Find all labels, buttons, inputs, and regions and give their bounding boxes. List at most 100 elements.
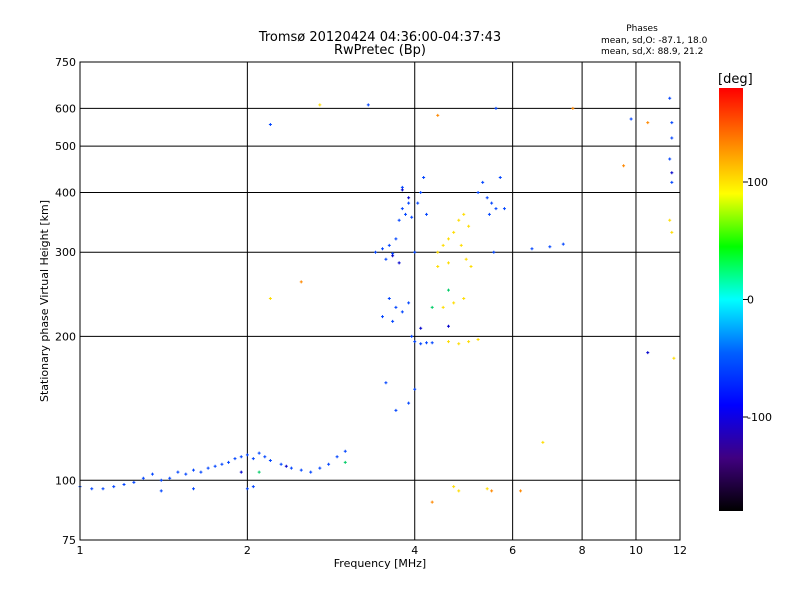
data-point (413, 340, 417, 344)
data-point (548, 245, 552, 249)
data-point (413, 387, 417, 391)
chart-subtitle: RwPretec (Bp) (334, 43, 426, 58)
data-point (122, 482, 126, 486)
data-point (646, 121, 650, 125)
data-point (394, 237, 398, 241)
data-point (436, 265, 440, 269)
data-point (289, 466, 293, 470)
data-point (668, 157, 672, 161)
data-point (469, 265, 473, 269)
data-point (492, 250, 496, 254)
colorbar-tick-label: -100 (747, 411, 772, 424)
data-point (380, 315, 384, 319)
y-tick-label: 100 (55, 474, 76, 487)
data-point (419, 190, 423, 194)
phases-box-line2: mean, sd,X: 88.9, 21.2 (601, 47, 703, 57)
data-point (391, 254, 395, 258)
data-point (430, 500, 434, 504)
data-point (413, 250, 417, 254)
x-tick-label: 6 (509, 544, 516, 557)
x-tick-label: 1 (77, 544, 84, 557)
y-tick-label: 750 (55, 56, 76, 69)
data-point (419, 326, 423, 330)
data-point (213, 464, 217, 468)
y-tick-label: 75 (62, 534, 76, 547)
data-point (410, 215, 414, 219)
data-point (457, 342, 461, 346)
data-point (498, 175, 502, 179)
data-point (299, 468, 303, 472)
y-tick-labels: 75 100 200 300 400 500 600 750 (55, 56, 76, 547)
x-tick-label: 10 (629, 544, 643, 557)
data-point (672, 356, 676, 360)
data-point (407, 401, 411, 405)
data-point (245, 453, 249, 457)
y-tick-label: 300 (55, 246, 76, 259)
data-point (467, 224, 471, 228)
data-point (239, 470, 243, 474)
data-point (494, 207, 498, 211)
data-point (441, 305, 445, 309)
data-point (419, 342, 423, 346)
phases-box-line1: mean, sd,O: -87.1, 18.0 (601, 36, 708, 46)
data-point (387, 297, 391, 301)
data-point (400, 310, 404, 314)
points-layer (78, 96, 676, 504)
data-point (459, 243, 463, 247)
data-point (490, 201, 494, 205)
data-point (462, 212, 466, 216)
data-point (407, 301, 411, 305)
data-point (670, 136, 674, 140)
data-point (327, 462, 331, 466)
data-point (132, 480, 136, 484)
data-point (191, 487, 195, 491)
data-point (159, 478, 163, 482)
chart-title: Tromsø 20120424 04:36:00-04:37:43 (258, 30, 501, 45)
data-point (422, 175, 426, 179)
data-point (257, 451, 261, 455)
data-point (391, 319, 395, 323)
data-point (168, 476, 172, 480)
data-point (184, 472, 188, 476)
data-point (464, 257, 468, 261)
data-point (400, 207, 404, 211)
data-point (263, 455, 267, 459)
data-point (476, 190, 480, 194)
data-point (397, 261, 401, 265)
data-point (366, 103, 370, 107)
data-point (112, 485, 116, 489)
data-point (481, 180, 485, 184)
data-point (457, 218, 461, 222)
data-point (670, 230, 674, 234)
data-point (530, 247, 534, 251)
data-point (430, 305, 434, 309)
data-point (416, 201, 420, 205)
data-point (400, 188, 404, 192)
data-point (343, 449, 347, 453)
colorbar (719, 88, 743, 511)
data-point (268, 123, 272, 127)
data-point (141, 476, 145, 480)
data-point (407, 196, 411, 200)
data-point (299, 280, 303, 284)
data-point (446, 324, 450, 328)
y-tick-label: 500 (55, 140, 76, 153)
data-point (384, 381, 388, 385)
data-point (343, 460, 347, 464)
x-axis-label: Frequency [MHz] (334, 557, 426, 570)
data-point (400, 185, 404, 189)
data-point (257, 470, 261, 474)
data-point (284, 464, 288, 468)
data-point (279, 462, 283, 466)
data-point (394, 408, 398, 412)
data-point (404, 212, 408, 216)
data-point (452, 485, 456, 489)
data-point (571, 106, 575, 110)
data-point (494, 106, 498, 110)
x-tick-label: 2 (244, 544, 251, 557)
data-point (410, 334, 414, 338)
data-point (251, 485, 255, 489)
data-point (462, 297, 466, 301)
data-point (441, 243, 445, 247)
